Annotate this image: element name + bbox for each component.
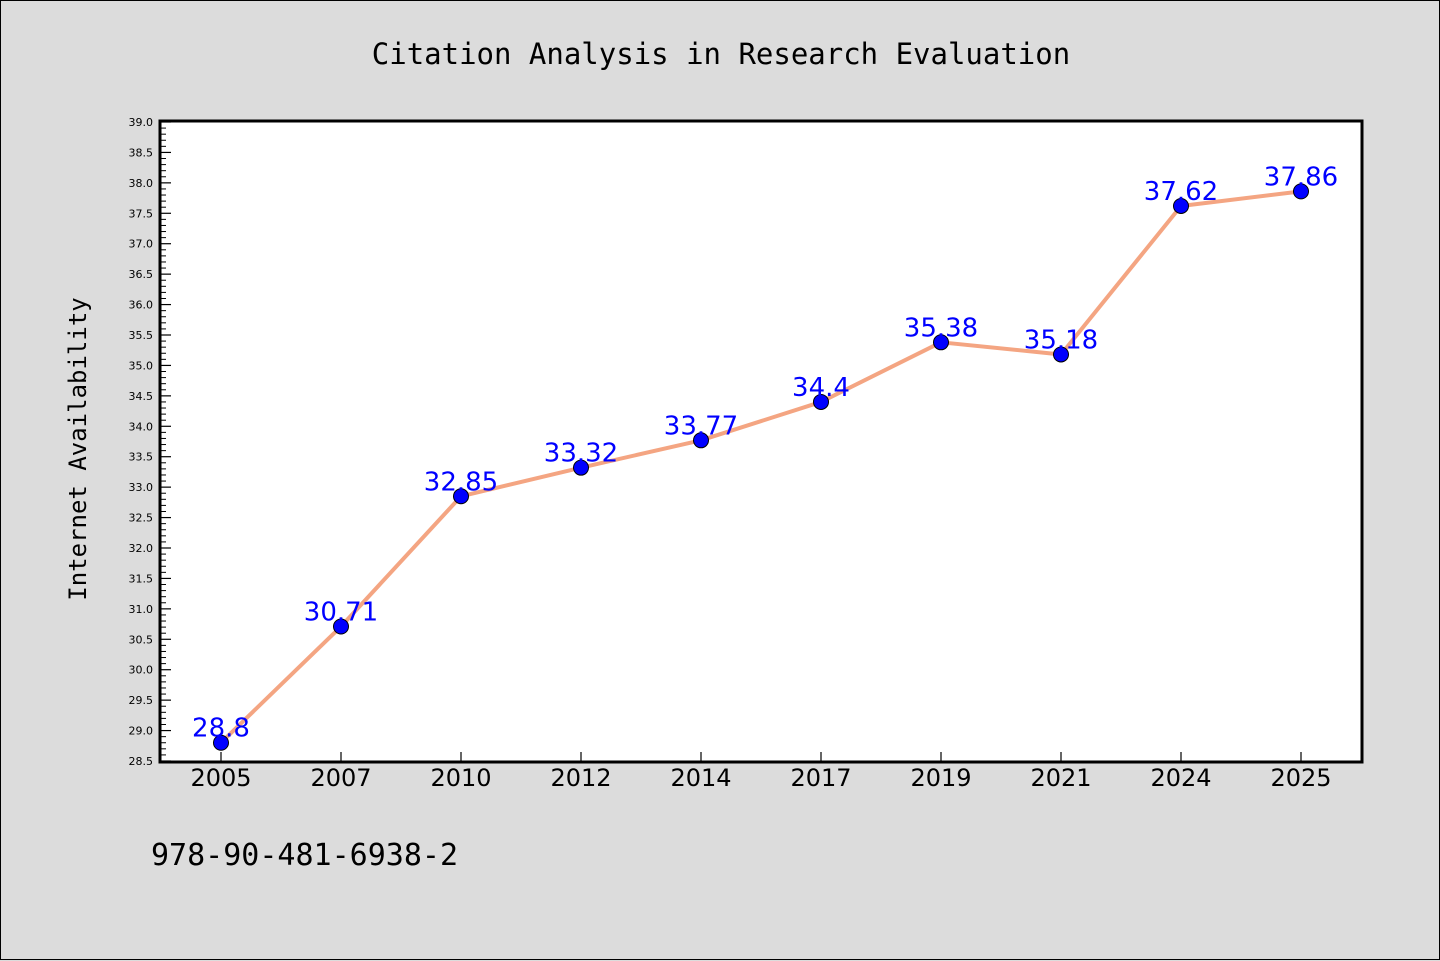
y-tick-label: 38.0 xyxy=(129,177,154,190)
x-tick-label: 2005 xyxy=(190,764,251,792)
data-point xyxy=(1053,346,1069,363)
data-point xyxy=(573,459,589,476)
y-tick-label: 33.5 xyxy=(129,451,154,464)
data-point xyxy=(453,488,469,505)
data-label: 28.8 xyxy=(192,714,250,744)
x-axis: 2005 2007 2010 2012 2014 2017 2019 2021 2024 2025 xyxy=(190,752,1332,792)
y-tick-label: 37.5 xyxy=(129,207,154,220)
x-tick-label: 2019 xyxy=(910,764,971,792)
data-point xyxy=(333,618,349,635)
x-tick-label: 2025 xyxy=(1270,764,1331,792)
y-tick-label: 36.0 xyxy=(129,299,154,312)
data-point xyxy=(813,393,829,410)
x-tick-label: 2010 xyxy=(430,764,491,792)
data-point xyxy=(1173,197,1189,214)
data-label: 35.18 xyxy=(1024,325,1098,355)
y-tick-label: 39.0 xyxy=(129,116,154,129)
series-layer: 28.8 30.71 32.85 33.32 33.77 34.4 35.38 35.18 37… xyxy=(192,162,1338,751)
x-tick-label: 2017 xyxy=(790,764,851,792)
y-tick-label: 35.5 xyxy=(129,329,154,342)
data-label: 30.71 xyxy=(304,598,378,628)
y-tick-label: 32.5 xyxy=(129,512,154,525)
data-point xyxy=(933,334,949,351)
data-label: 37.62 xyxy=(1144,177,1218,207)
y-tick-label: 34.5 xyxy=(129,390,154,403)
y-tick-label: 30.0 xyxy=(129,664,154,677)
series-line xyxy=(219,189,1302,745)
y-tick-label: 34.0 xyxy=(129,420,154,433)
y-tick-label: 29.0 xyxy=(129,725,154,738)
data-label: 33.32 xyxy=(544,439,618,469)
x-tick-label: 2007 xyxy=(310,764,371,792)
y-axis: 28.5 29.0 29.5 30.0 30.5 31.0 31.5 32.0 32.5 33.0… xyxy=(129,116,171,768)
y-tick-label: 35.0 xyxy=(129,359,154,372)
x-tick-label: 2024 xyxy=(1150,764,1211,792)
y-tick-label: 33.0 xyxy=(129,481,154,494)
data-label: 35.38 xyxy=(904,313,978,343)
chart-title: Citation Analysis in Research Evaluation xyxy=(372,37,1070,71)
y-tick-label: 38.5 xyxy=(129,146,154,159)
y-tick-label: 37.0 xyxy=(129,238,154,251)
y-tick-label: 32.0 xyxy=(129,542,154,555)
plot-area xyxy=(158,119,1364,764)
data-point xyxy=(213,734,229,751)
y-axis-label: Internet Availability xyxy=(64,297,92,600)
y-tick-label: 31.5 xyxy=(129,572,154,585)
data-label: 34.4 xyxy=(792,373,850,403)
y-tick-label: 28.5 xyxy=(129,755,154,768)
x-tick-label: 2021 xyxy=(1030,764,1091,792)
data-point xyxy=(693,432,709,449)
isbn-text: 978-90-481-6938-2 xyxy=(151,838,458,873)
y-tick-label: 29.5 xyxy=(129,694,154,707)
y-tick-label: 36.5 xyxy=(129,268,154,281)
y-tick-label: 31.0 xyxy=(129,603,154,616)
x-tick-label: 2014 xyxy=(670,764,731,792)
data-label: 32.85 xyxy=(424,467,498,497)
data-label: 33.77 xyxy=(664,411,738,441)
x-tick-label: 2012 xyxy=(550,764,611,792)
y-tick-label: 30.5 xyxy=(129,633,154,646)
data-point xyxy=(1293,183,1309,200)
data-label: 37.86 xyxy=(1264,162,1338,192)
